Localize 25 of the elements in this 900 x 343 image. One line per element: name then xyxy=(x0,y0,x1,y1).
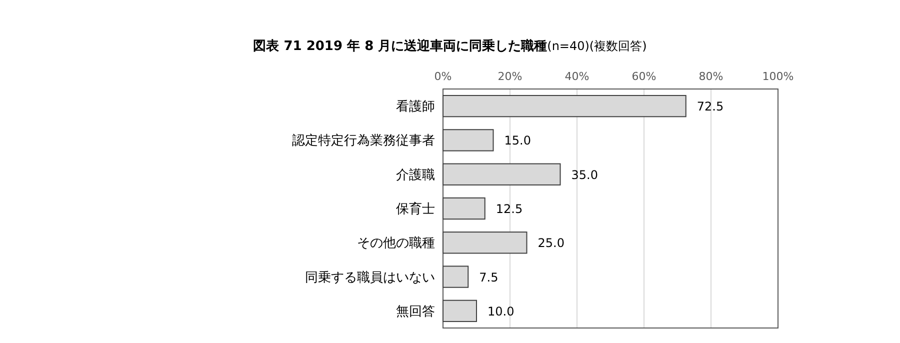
x-tick-label: 0% xyxy=(434,70,452,83)
x-tick-label: 100% xyxy=(762,70,794,83)
y-tick-label: 保育士 xyxy=(396,201,435,217)
bar xyxy=(442,197,486,220)
data-label: 10.0 xyxy=(488,304,514,318)
y-tick-label: 同乗する職員はいない xyxy=(305,270,435,286)
data-label: 12.5 xyxy=(496,202,523,216)
x-tick-label: 80% xyxy=(698,70,724,83)
data-label: 35.0 xyxy=(571,168,598,182)
x-tick-label: 40% xyxy=(564,70,590,83)
y-tick-label: その他の職種 xyxy=(357,236,435,252)
x-tick-label: 60% xyxy=(632,70,656,83)
y-tick-label: 看護師 xyxy=(396,100,435,115)
y-tick-label: 介護職 xyxy=(396,168,435,183)
x-tick-label: 20% xyxy=(498,70,522,83)
title: 図表 71 2019 年 8 月に送迎車両に同乗した職種(n=40)(複数回答) xyxy=(253,39,647,54)
data-label: 72.5 xyxy=(696,100,724,114)
y-tick-label: 無回答 xyxy=(396,304,435,320)
bar xyxy=(442,266,469,288)
data-label: 15.0 xyxy=(504,134,531,148)
data-label: 25.0 xyxy=(538,236,564,250)
bar xyxy=(442,300,477,322)
data-label: 7.5 xyxy=(479,270,498,284)
bar xyxy=(442,129,494,152)
y-tick-label: 認定特定行為業務従事者 xyxy=(292,134,435,149)
